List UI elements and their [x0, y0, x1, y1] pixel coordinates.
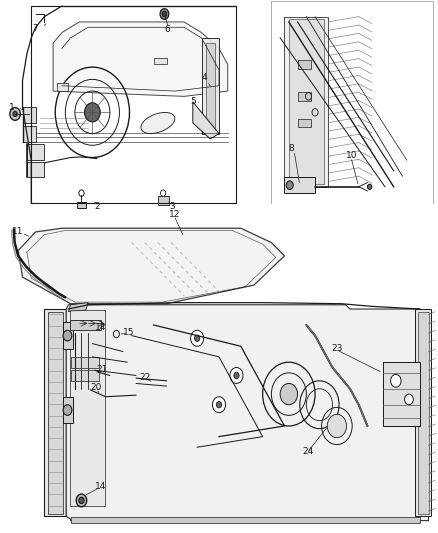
Polygon shape	[153, 58, 166, 64]
Circle shape	[230, 368, 243, 383]
Circle shape	[234, 372, 239, 378]
Circle shape	[13, 111, 17, 117]
Text: 20: 20	[90, 383, 102, 392]
Circle shape	[160, 190, 166, 196]
Polygon shape	[289, 19, 324, 184]
Polygon shape	[44, 309, 66, 516]
Circle shape	[160, 9, 169, 19]
Circle shape	[405, 394, 413, 405]
Text: 21: 21	[96, 365, 107, 374]
Text: 4: 4	[201, 73, 207, 82]
Polygon shape	[22, 107, 35, 123]
Text: 8: 8	[289, 144, 295, 153]
Circle shape	[63, 405, 72, 415]
Polygon shape	[71, 518, 420, 523]
Polygon shape	[297, 92, 311, 101]
Polygon shape	[71, 370, 99, 381]
Text: 7: 7	[32, 24, 38, 33]
Circle shape	[391, 374, 401, 387]
Text: 12: 12	[169, 210, 180, 219]
Circle shape	[216, 401, 222, 408]
Circle shape	[191, 330, 204, 346]
Text: 22: 22	[140, 373, 151, 382]
Polygon shape	[70, 310, 106, 506]
Text: 14: 14	[95, 323, 106, 332]
Polygon shape	[63, 397, 73, 423]
Text: 10: 10	[346, 151, 357, 160]
Polygon shape	[416, 309, 431, 516]
Circle shape	[286, 181, 293, 189]
Polygon shape	[201, 38, 219, 134]
Polygon shape	[383, 362, 420, 426]
Polygon shape	[71, 357, 99, 368]
Text: 23: 23	[332, 344, 343, 353]
Polygon shape	[77, 201, 86, 208]
Text: 3: 3	[169, 203, 174, 212]
Polygon shape	[66, 305, 428, 521]
Text: 24: 24	[302, 447, 313, 456]
Polygon shape	[63, 322, 73, 349]
Circle shape	[79, 497, 84, 504]
Polygon shape	[285, 177, 315, 193]
Circle shape	[10, 108, 20, 120]
Polygon shape	[193, 102, 219, 139]
Text: 14: 14	[95, 481, 106, 490]
Polygon shape	[297, 119, 311, 127]
Polygon shape	[206, 43, 215, 128]
Polygon shape	[22, 126, 35, 142]
Circle shape	[367, 184, 372, 189]
Text: 6: 6	[164, 26, 170, 35]
Polygon shape	[57, 83, 68, 91]
Circle shape	[63, 330, 72, 341]
Text: 2: 2	[95, 203, 100, 212]
Text: 11: 11	[12, 228, 23, 237]
Polygon shape	[285, 17, 328, 187]
Polygon shape	[27, 162, 44, 177]
Polygon shape	[297, 60, 311, 69]
Ellipse shape	[141, 112, 175, 133]
Circle shape	[194, 335, 200, 342]
Polygon shape	[70, 320, 101, 330]
Circle shape	[212, 397, 226, 413]
Polygon shape	[158, 196, 169, 205]
Circle shape	[79, 190, 84, 196]
Polygon shape	[27, 144, 44, 160]
Circle shape	[162, 11, 166, 17]
Circle shape	[327, 414, 346, 438]
Text: 15: 15	[123, 328, 134, 337]
Text: 5: 5	[191, 97, 196, 106]
Polygon shape	[48, 312, 63, 514]
Polygon shape	[18, 228, 285, 304]
Polygon shape	[68, 303, 88, 312]
Circle shape	[280, 383, 297, 405]
Polygon shape	[53, 22, 228, 96]
Circle shape	[85, 103, 100, 122]
Circle shape	[76, 494, 87, 507]
Polygon shape	[418, 312, 428, 514]
Text: 1: 1	[9, 102, 14, 111]
